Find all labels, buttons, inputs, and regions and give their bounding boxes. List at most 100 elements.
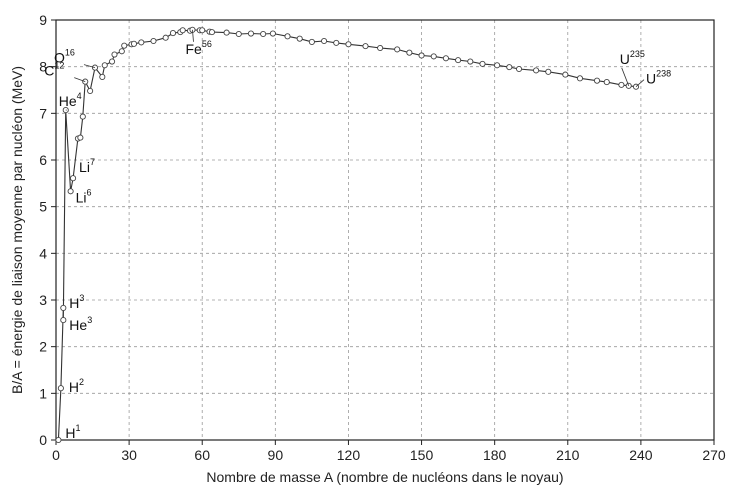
isotope-mass-number: 16 [65,48,75,58]
data-point [406,49,413,56]
data-point [362,43,369,50]
isotope-symbol: H [69,295,79,311]
data-point [333,39,340,46]
isotope-label: U235 [620,49,645,67]
data-point [296,35,303,42]
data-point [55,436,62,444]
x-tick-label: 120 [337,447,361,463]
data-point [455,57,462,64]
data-point [57,385,64,392]
data-point [394,46,401,53]
data-point [515,65,523,73]
isotope-label: Li7 [79,157,95,175]
x-tick-label: 150 [410,447,434,463]
y-tick-label: 8 [39,59,47,75]
isotope-symbol: U [620,51,630,67]
isotope-mass-number: 4 [77,91,82,101]
isotope-label: O16 [54,48,75,66]
x-tick-label: 270 [702,447,726,463]
data-point [269,30,276,37]
isotope-mass-number: 12 [54,61,64,71]
isotope-symbol: He [69,317,87,333]
data-point [308,38,315,45]
leader-line [192,29,194,42]
x-tick-label: 240 [629,447,653,463]
isotope-label: He3 [69,315,92,333]
data-point [430,53,437,60]
data-point [99,73,106,80]
isotope-label: Fe56 [185,39,211,57]
isotope-symbol: He [59,93,77,109]
data-point [479,60,486,67]
x-tick-label: 210 [556,447,580,463]
y-tick-label: 2 [39,339,47,355]
isotope-label: He4 [59,91,82,109]
data-point [130,40,138,47]
data-point [562,71,569,78]
data-point [625,82,632,89]
x-tick-label: 0 [52,447,60,463]
data-point [121,42,128,49]
data-point [260,30,267,38]
data-point [101,62,108,69]
isotope-mass-number: 3 [87,315,92,325]
data-point [321,37,328,45]
x-tick-label: 30 [121,447,137,463]
y-tick-label: 6 [39,152,47,168]
isotope-label: C12 [44,61,64,79]
data-point [60,317,67,324]
data-point [545,68,552,75]
plot-frame [55,19,715,441]
y-tick-label: 0 [39,432,47,448]
data-point [208,29,216,36]
isotope-label: U238 [646,69,671,87]
isotope-symbol: U [646,71,656,87]
data-point [169,30,177,37]
isotope-mass-number: 235 [630,49,645,59]
isotope-mass-number: 3 [79,293,84,303]
data-point [442,55,449,62]
grid [56,20,714,440]
isotope-mass-number: 1 [76,423,81,433]
data-point [60,304,67,311]
data-point [79,113,86,120]
data-point [223,29,230,36]
data-point [603,79,610,86]
y-tick-label: 9 [39,12,47,28]
data-point [345,41,352,48]
leader-line [635,79,645,88]
data-point [150,37,157,45]
y-tick-label: 4 [39,245,47,261]
isotope-mass-number: 56 [202,39,212,49]
isotope-symbol: H [65,425,75,441]
data-point [618,81,625,88]
y-tick-label: 3 [39,292,47,308]
data-point [467,58,474,65]
data-point [199,27,206,34]
data-point [235,30,242,38]
data-point [118,48,125,55]
data-point [87,87,94,94]
isotope-mass-number: 238 [656,69,671,79]
x-tick-label: 180 [483,447,507,463]
y-tick-label: 5 [39,199,47,215]
data-point [67,188,74,195]
data-point [284,33,291,40]
isotope-symbol: Fe [185,41,202,57]
leader-line [83,64,96,68]
y-axis-title: B/A = énergie de liaison moyenne par nuc… [9,66,25,394]
data-point [179,27,186,34]
isotope-symbol: C [44,63,54,79]
isotope-label: H2 [69,377,84,395]
x-tick-label: 90 [268,447,284,463]
x-tick-label: 60 [194,447,210,463]
data-series [55,26,640,444]
data-point [247,30,255,37]
isotope-mass-number: 2 [79,377,84,387]
data-point [377,44,384,52]
y-tick-label: 7 [39,105,47,121]
data-point [506,64,513,71]
